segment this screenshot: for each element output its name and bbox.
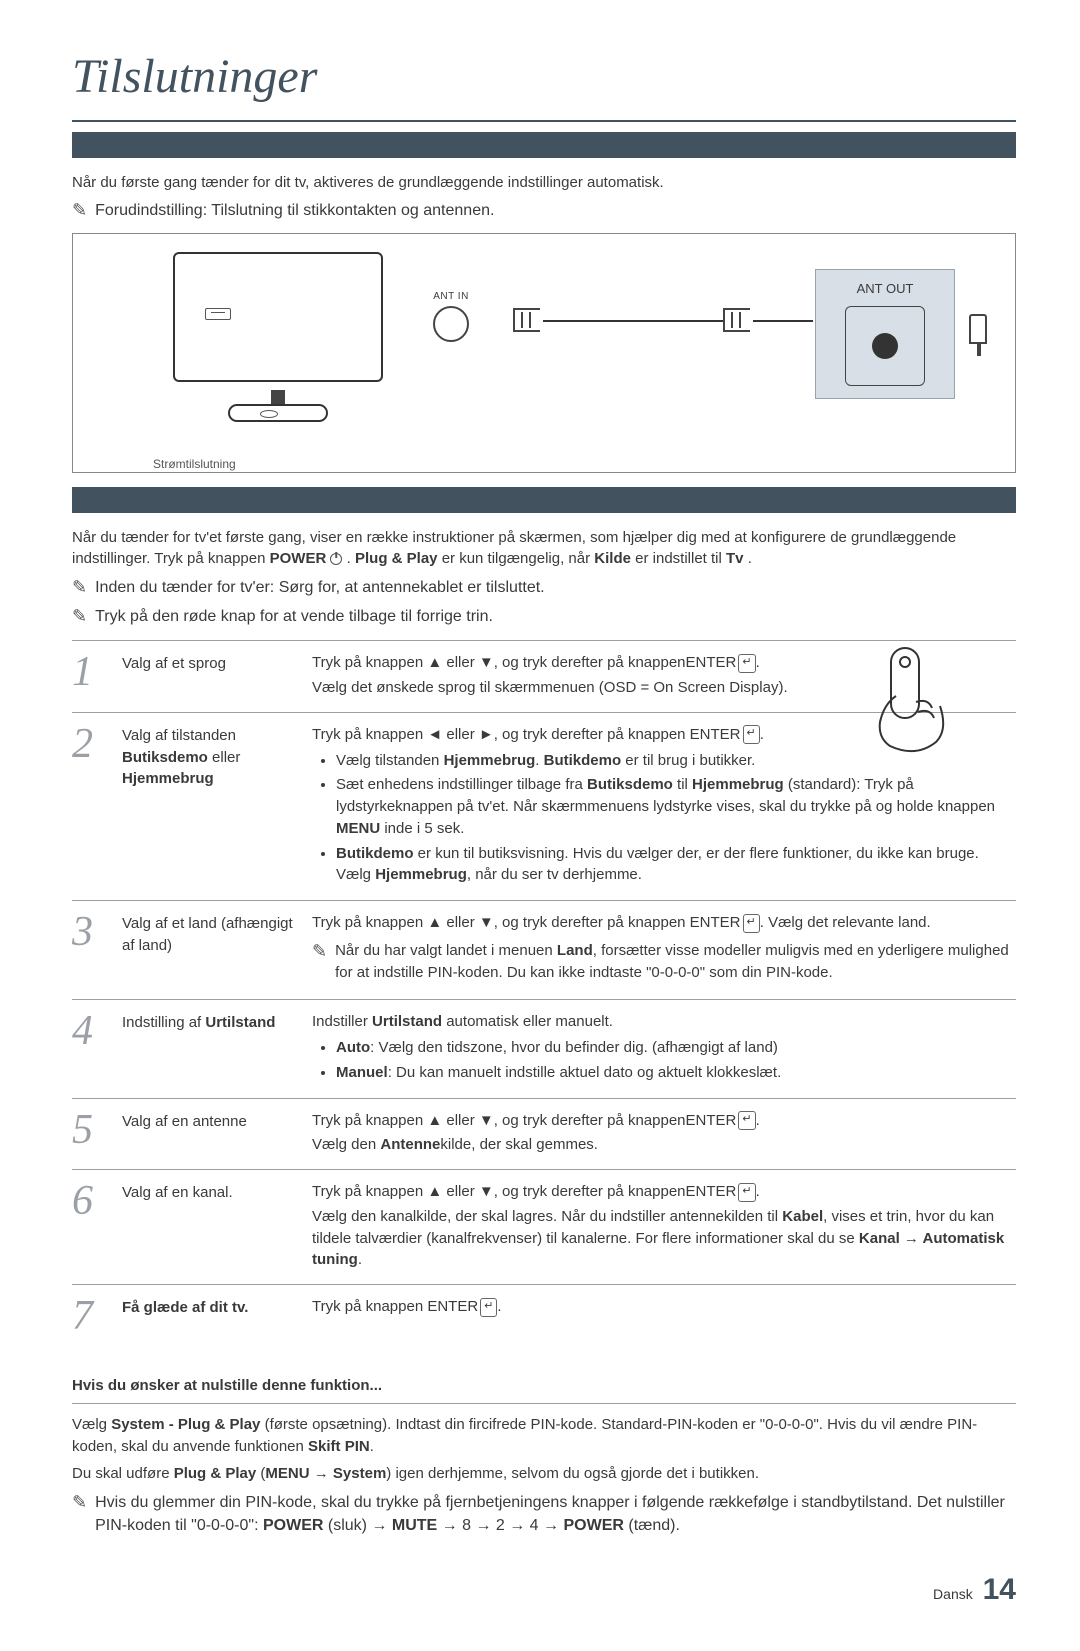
step-number: 1 bbox=[72, 649, 112, 702]
step-bullet: Manuel: Du kan manuelt indstille aktuel … bbox=[336, 1062, 1016, 1084]
step-bullet: Butikdemo er kun til butiksvisning. Hvis… bbox=[336, 843, 1016, 887]
plug-play-intro: Når du tænder for tv'et første gang, vis… bbox=[72, 527, 1016, 571]
pp-tv: Tv bbox=[726, 550, 744, 567]
step-number: 6 bbox=[72, 1178, 112, 1274]
ant-in-block: ANT IN bbox=[433, 290, 469, 343]
wall-socket bbox=[845, 306, 925, 386]
step-number: 4 bbox=[72, 1008, 112, 1087]
enter-icon: ↵ bbox=[738, 1183, 755, 1202]
pp-t3: er kun tilgængelig, når bbox=[442, 550, 595, 567]
or-connector-left bbox=[513, 308, 540, 332]
pp-kilde: Kilde bbox=[594, 550, 631, 567]
step-title: Valg af en kanal. bbox=[122, 1178, 302, 1274]
step-row: 4Indstilling af UrtilstandIndstiller Urt… bbox=[72, 999, 1016, 1097]
intro-note-text: Forudindstilling: Tilslutning til stikko… bbox=[95, 199, 494, 222]
step-body: Tryk på knappen ▲ eller ▼, og tryk deref… bbox=[312, 1178, 1016, 1274]
enter-icon: ↵ bbox=[743, 914, 760, 933]
remote-hand-icon bbox=[866, 646, 956, 756]
ant-in-label: ANT IN bbox=[433, 290, 469, 305]
enter-icon: ↵ bbox=[738, 654, 755, 673]
step-title: Valg af tilstanden Butiksdemo eller Hjem… bbox=[122, 721, 302, 890]
power-icon bbox=[330, 553, 342, 565]
step-title: Indstilling af Urtilstand bbox=[122, 1008, 302, 1087]
pp-t4: er indstillet til bbox=[635, 550, 726, 567]
step-title: Få glæde af dit tv. bbox=[122, 1293, 302, 1337]
hand-icon: ✎ bbox=[312, 942, 327, 960]
wall-socket-dot bbox=[872, 333, 898, 359]
hand-icon: ✎ bbox=[72, 201, 87, 219]
step-body: Tryk på knappen ▲ eller ▼, og tryk deref… bbox=[312, 909, 1016, 989]
intro-text: Når du første gang tænder for dit tv, ak… bbox=[72, 172, 1016, 194]
pp-bold: Plug & Play bbox=[355, 550, 438, 567]
enter-icon: ↵ bbox=[738, 1111, 755, 1130]
power-label: Strømtilslutning bbox=[153, 456, 236, 473]
tv-base bbox=[228, 404, 328, 422]
note-antenna: ✎ Inden du tænder for tv'er: Sørg for, a… bbox=[72, 576, 1016, 599]
note-red-text: Tryk på den røde knap for at vende tilba… bbox=[95, 605, 493, 628]
step-number: 7 bbox=[72, 1293, 112, 1337]
pp-t5: . bbox=[748, 550, 752, 567]
tv-screen bbox=[173, 252, 383, 382]
step-bullet: Auto: Vælg den tidszone, hvor du befinde… bbox=[336, 1037, 1016, 1059]
tv-power-port bbox=[205, 308, 231, 320]
or-connector-right bbox=[723, 308, 750, 332]
hand-icon: ✎ bbox=[72, 1493, 87, 1511]
wall-tool-icon bbox=[969, 314, 987, 344]
step-number: 2 bbox=[72, 721, 112, 890]
step-row: 6Valg af en kanal.Tryk på knappen ▲ elle… bbox=[72, 1169, 1016, 1284]
step-row: 3Valg af et land (afhængigt af land)Tryk… bbox=[72, 900, 1016, 999]
reset-p1: Vælg System - Plug & Play (første opsætn… bbox=[72, 1414, 1016, 1458]
step-body: Tryk på knappen ▲ eller ▼, og tryk deref… bbox=[312, 1107, 1016, 1160]
section-bar-2 bbox=[72, 487, 1016, 513]
hand-icon: ✎ bbox=[72, 607, 87, 625]
connection-diagram: Strømtilslutning ANT IN ANT OUT bbox=[72, 233, 1016, 473]
step-body: Tryk på knappen ENTER↵. bbox=[312, 1293, 1016, 1337]
reset-note-text: Hvis du glemmer din PIN-kode, skal du tr… bbox=[95, 1491, 1016, 1537]
wall-plate: ANT OUT bbox=[815, 269, 955, 399]
step-title: Valg af et sprog bbox=[122, 649, 302, 702]
footer-page: 14 bbox=[983, 1573, 1016, 1606]
note-red: ✎ Tryk på den røde knap for at vende til… bbox=[72, 605, 1016, 628]
step-number: 3 bbox=[72, 909, 112, 989]
section-bar-1 bbox=[72, 132, 1016, 158]
hand-icon: ✎ bbox=[72, 578, 87, 596]
reset-heading: Hvis du ønsker at nulstille denne funkti… bbox=[72, 1375, 1016, 1404]
cable-line bbox=[543, 320, 723, 322]
reset-note: ✎ Hvis du glemmer din PIN-kode, skal du … bbox=[72, 1491, 1016, 1537]
step-body: Indstiller Urtilstand automatisk eller m… bbox=[312, 1008, 1016, 1087]
step-bullet: Sæt enhedens indstillinger tilbage fra B… bbox=[336, 774, 1016, 839]
pp-t2: . bbox=[347, 550, 355, 567]
cable-line-2 bbox=[753, 320, 813, 322]
step-title: Valg af en antenne bbox=[122, 1107, 302, 1160]
footer-lang: Dansk bbox=[933, 1586, 973, 1602]
ant-out-label: ANT OUT bbox=[816, 280, 954, 299]
enter-icon: ↵ bbox=[480, 1298, 497, 1317]
step-number: 5 bbox=[72, 1107, 112, 1160]
ant-in-port bbox=[433, 306, 469, 342]
pp-power: POWER bbox=[270, 550, 327, 567]
steps-list: 1Valg af et sprog Tryk på knappen ▲ eller… bbox=[72, 640, 1016, 1347]
enter-icon: ↵ bbox=[743, 725, 760, 744]
step-note: ✎Når du har valgt landet i menuen Land, … bbox=[312, 940, 1016, 984]
step-title: Valg af et land (afhængigt af land) bbox=[122, 909, 302, 989]
page-title-bar: Tilslutninger bbox=[72, 42, 1016, 122]
note-antenna-text: Inden du tænder for tv'er: Sørg for, at … bbox=[95, 576, 545, 599]
step-row: 5Valg af en antenneTryk på knappen ▲ ell… bbox=[72, 1098, 1016, 1170]
page-title: Tilslutninger bbox=[72, 50, 317, 103]
step-row: 7Få glæde af dit tv.Tryk på knappen ENTE… bbox=[72, 1284, 1016, 1347]
intro-note: ✎ Forudindstilling: Tilslutning til stik… bbox=[72, 199, 1016, 222]
reset-p2: Du skal udføre Plug & Play (MENU → Syste… bbox=[72, 1463, 1016, 1485]
page-footer: Dansk 14 bbox=[72, 1568, 1016, 1612]
tv-illustration bbox=[173, 252, 383, 422]
